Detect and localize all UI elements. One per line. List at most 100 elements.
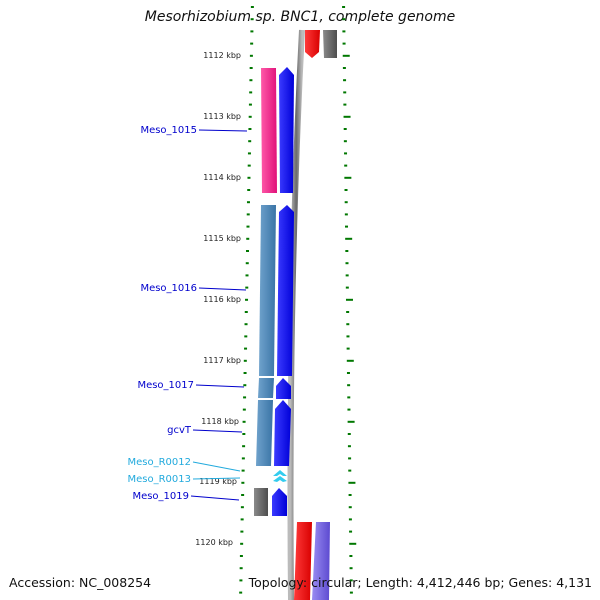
inner-ruler-minor-tick (250, 42, 254, 45)
gene-label-meso-r0012[interactable]: Meso_R0012 (127, 457, 191, 468)
inner-ruler-minor-tick (239, 591, 243, 594)
accession-text: Accession: NC_008254 (9, 575, 152, 590)
gene-label-meso-1015[interactable]: Meso_1015 (140, 125, 197, 136)
gene-meso-1017-feature[interactable] (258, 378, 274, 398)
outer-ruler-minor-tick (348, 494, 352, 496)
inner-ruler-minor-tick (244, 323, 248, 326)
outer-ruler-minor-tick (349, 530, 353, 533)
outer-ruler-minor-tick (342, 30, 346, 33)
tick-label-1119: 1119 kbp (199, 477, 237, 486)
tick-label-1117: 1117 kbp (203, 356, 241, 365)
outer-ruler-major-tick (349, 542, 357, 545)
outer-ruler-minor-tick (348, 506, 352, 509)
feature-purple-bottom[interactable] (312, 522, 330, 600)
inner-ruler-minor-tick (242, 445, 246, 448)
inner-ruler-minor-tick (241, 457, 245, 460)
inner-ruler-minor-tick (248, 140, 252, 143)
outer-ruler-minor-tick (349, 591, 353, 594)
inner-ruler-minor-tick (245, 274, 249, 277)
outer-ruler-minor-tick (346, 372, 350, 374)
inner-ruler-minor-tick (240, 530, 244, 533)
inner-ruler-minor-tick (247, 189, 251, 191)
inner-ruler-minor-tick (249, 67, 253, 69)
gene-label-meso-1017[interactable]: Meso_1017 (137, 380, 194, 391)
inner-ruler-minor-tick (246, 225, 250, 228)
outer-ruler-minor-tick (346, 311, 350, 313)
outer-ruler-major-tick (345, 298, 353, 301)
gene-label-meso-r0013[interactable]: Meso_R0013 (127, 474, 191, 485)
outer-ruler-minor-tick (342, 67, 346, 69)
outer-ruler-minor-tick (345, 250, 349, 252)
feature-red-top[interactable] (305, 30, 320, 58)
outer-ruler-minor-tick (348, 469, 352, 472)
inner-ruler-minor-tick (246, 237, 250, 240)
tick-label-1116: 1116 kbp (203, 295, 241, 304)
outer-ruler-major-tick (345, 237, 353, 240)
cds-meso-1016[interactable] (277, 205, 294, 376)
inner-ruler-minor-tick (247, 164, 251, 167)
feature-red-bottom[interactable] (294, 522, 312, 600)
feature-meso-r0013[interactable] (273, 476, 287, 482)
inner-ruler-minor-tick (242, 420, 246, 423)
outer-ruler-major-tick (347, 420, 355, 423)
inner-ruler-minor-tick (244, 335, 248, 338)
gene-meso-1019-feature[interactable] (254, 488, 268, 516)
outer-ruler-minor-tick (343, 128, 347, 130)
inner-ruler-minor-tick (246, 250, 249, 252)
outer-ruler-minor-tick (347, 384, 351, 387)
outer-ruler-minor-tick (347, 433, 351, 435)
gene-label-gcvt[interactable]: gcvT (167, 425, 192, 436)
inner-ruler-minor-tick (243, 372, 247, 374)
outer-ruler-minor-tick (345, 286, 349, 289)
leader-gcvt (192, 429, 243, 433)
gene-gcvt-feature[interactable] (256, 400, 273, 466)
cds-meso-1019[interactable] (272, 488, 287, 516)
outer-ruler-major-tick (344, 176, 352, 179)
outer-ruler-minor-tick (344, 164, 348, 167)
cds-meso-1017[interactable] (276, 378, 291, 399)
tick-label-1112: 1112 kbp (203, 51, 241, 60)
leader-meso-1015 (198, 129, 248, 132)
outer-ruler-major-tick (346, 359, 354, 362)
outer-ruler-minor-tick (349, 567, 353, 570)
inner-ruler-minor-tick (239, 567, 243, 570)
outer-ruler-minor-tick (347, 408, 351, 411)
gene-meso-1016-feature[interactable] (259, 205, 276, 376)
inner-ruler-minor-tick (242, 433, 246, 435)
inner-ruler-minor-tick (244, 347, 248, 350)
inner-ruler-minor-tick (242, 408, 246, 411)
feature-grey-top[interactable] (323, 30, 337, 58)
inner-ruler-minor-tick (243, 396, 247, 399)
outer-ruler-minor-tick (343, 91, 347, 94)
outer-ruler-minor-tick (344, 152, 348, 155)
outer-ruler-minor-tick (346, 347, 350, 350)
outer-ruler-minor-tick (344, 189, 348, 191)
gene-meso-1015-feature[interactable] (261, 68, 277, 193)
outer-ruler-minor-tick (343, 103, 347, 106)
outer-ruler-major-tick (343, 115, 351, 118)
outer-ruler-minor-tick (344, 213, 348, 216)
outer-ruler-minor-tick (342, 6, 346, 8)
outer-ruler (342, 6, 357, 594)
inner-ruler-minor-tick (245, 262, 249, 265)
outer-ruler-major-tick (342, 54, 350, 57)
inner-ruler-minor-tick (246, 201, 250, 204)
cds-gcvt[interactable] (274, 400, 291, 466)
inner-ruler-minor-tick (247, 152, 251, 155)
inner-ruler-minor-tick (243, 384, 247, 387)
outer-ruler-minor-tick (349, 555, 353, 557)
inner-ruler-minor-tick (250, 6, 254, 8)
cds-meso-1015[interactable] (279, 67, 294, 193)
inner-ruler-minor-tick (249, 79, 253, 82)
feature-meso-r0012[interactable] (273, 470, 287, 476)
outer-ruler-major-tick (348, 481, 356, 484)
inner-ruler-minor-tick (248, 115, 252, 118)
outer-ruler-minor-tick (346, 335, 350, 338)
leader-meso-1019 (190, 495, 240, 501)
inner-ruler-minor-tick (245, 286, 249, 289)
inner-ruler-minor-tick (245, 298, 249, 301)
gene-label-meso-1016[interactable]: Meso_1016 (140, 283, 197, 294)
outer-ruler-minor-tick (342, 42, 346, 45)
gene-label-meso-1019[interactable]: Meso_1019 (132, 491, 189, 502)
